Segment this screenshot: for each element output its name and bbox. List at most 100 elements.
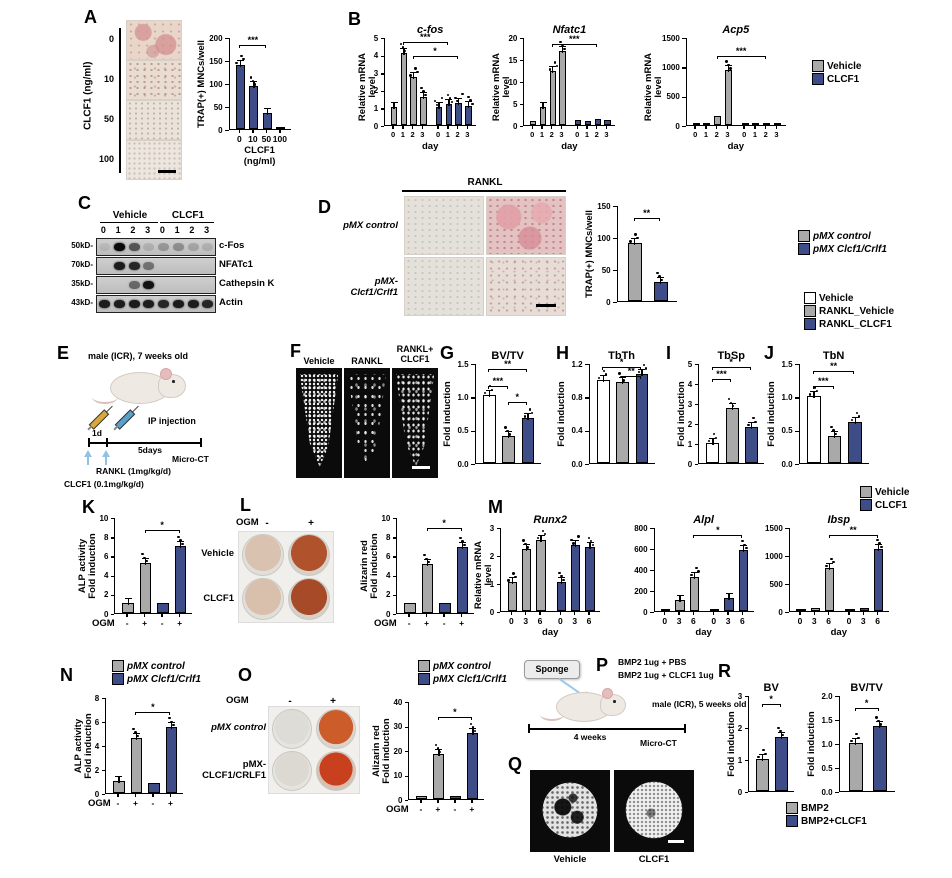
data-point [727, 63, 730, 67]
y-tick-mark [835, 696, 839, 698]
y-tick-label: 10 [508, 77, 518, 87]
bar [570, 545, 581, 611]
x-axis-label: day [727, 141, 744, 152]
chart-title: TbN [822, 350, 845, 362]
y-axis-label: TRAP(+) MNCs/well [583, 209, 595, 298]
significance-label: *** [492, 376, 504, 386]
bar [584, 120, 592, 125]
bar [410, 77, 417, 125]
blot-band [143, 281, 155, 289]
blot-lane-number: 1 [174, 225, 180, 235]
y-tick-label: 8 [103, 532, 109, 542]
blot-group-underline-2 [160, 222, 214, 223]
x-tick-label: 0 [435, 130, 441, 139]
bar [575, 120, 582, 125]
scale-bar [412, 466, 430, 469]
pmx-clcf1-unstained-image [404, 257, 484, 316]
data-point [876, 538, 879, 542]
significance-label: ** [504, 359, 512, 369]
y-tick-mark [110, 537, 115, 539]
data-point [436, 747, 440, 750]
mct-label-rankl-clcf1: RANKL+ CLCF1 [396, 344, 434, 365]
y-tick-mark [694, 424, 699, 426]
data-point [695, 566, 698, 570]
data-point [461, 93, 464, 96]
bar [824, 567, 835, 611]
y-tick-label: 1.5 [781, 359, 793, 369]
molecular-weight-label: 70kD- [71, 260, 93, 269]
timeline-microct: Micro-CT [172, 454, 209, 464]
plot-area [474, 364, 541, 464]
y-tick-mark [744, 696, 749, 698]
q-label-vehicle: Vehicle [553, 854, 587, 865]
x-axis-left-label: OGM [88, 798, 111, 809]
data-point [850, 740, 853, 743]
legend-pmx: pMX control pMX Clcf1/Crlf1 [798, 230, 887, 255]
y-tick-label: 0 [687, 459, 693, 469]
x-tick-label: 1 [703, 130, 708, 139]
y-tick-label: 2 [103, 590, 109, 600]
data-point [555, 64, 558, 68]
data-point [560, 575, 563, 578]
legend-item: RANKL_CLCF1 [804, 318, 894, 330]
data-point [754, 420, 757, 423]
significance-label: * [160, 520, 164, 531]
y-axis-label: Alizarin red Fold induction [371, 718, 392, 784]
y-axis-label: ALP activity Fold induction [73, 713, 94, 779]
data-point [504, 426, 507, 429]
error-bar [852, 738, 860, 745]
data-point [561, 44, 564, 47]
significance-label: * [433, 45, 437, 56]
y-tick-label: 50 [601, 265, 611, 275]
x-tick-label: 100 [272, 134, 287, 144]
data-point [851, 418, 854, 422]
timeline-tick [528, 724, 530, 733]
scale-bar [668, 840, 684, 843]
bar [848, 743, 863, 791]
legend-item: RANKL_Vehicle [804, 305, 894, 317]
legend-label: RANKL_Vehicle [819, 305, 895, 317]
y-tick-label: 0 [606, 297, 611, 307]
x-tick-label: - [419, 804, 423, 814]
error-bar [851, 416, 859, 424]
plot-area [384, 38, 477, 126]
bar [456, 546, 469, 613]
panel-k-letter: K [82, 497, 95, 517]
y-tick-label: 0 [778, 607, 783, 617]
significance-bracket [812, 371, 855, 374]
y-tick-label: 0.0 [781, 459, 793, 469]
y-tick-mark [682, 38, 686, 40]
data-point [420, 86, 423, 90]
x-axis-label: day [830, 627, 847, 638]
data-point [757, 756, 760, 759]
x-tick-mark [456, 126, 459, 129]
x-tick-label: - [151, 798, 155, 808]
ogm-plus-l: + [308, 518, 314, 529]
data-point [634, 233, 637, 236]
dose-label-10: 10 [103, 74, 114, 84]
y-tick-label: 8 [385, 532, 391, 542]
y-tick-mark [404, 751, 409, 753]
significance-label: ** [627, 366, 635, 376]
bar [433, 753, 445, 799]
y-tick-mark [744, 760, 749, 762]
significance-bracket [239, 45, 267, 49]
x-tick-mark [437, 126, 439, 129]
significance-bracket [488, 386, 508, 389]
bar [724, 70, 732, 125]
blot-band [99, 300, 110, 308]
legend-swatch [804, 318, 816, 330]
blot-band [113, 300, 125, 308]
y-tick-mark [101, 794, 106, 796]
sponge-ct-vehicle-image [530, 770, 610, 852]
y-tick-label: 0 [489, 607, 495, 617]
bar [420, 96, 427, 125]
error-bar [572, 540, 580, 548]
chart-title: Acp5 [722, 24, 750, 36]
mouse-model-label: male (ICR), 7 weeks old [88, 351, 189, 361]
y-tick-mark [101, 698, 106, 700]
data-point [433, 100, 437, 103]
plot-area [228, 38, 291, 130]
legend-item: pMX Clcf1/Crlf1 [112, 673, 201, 685]
